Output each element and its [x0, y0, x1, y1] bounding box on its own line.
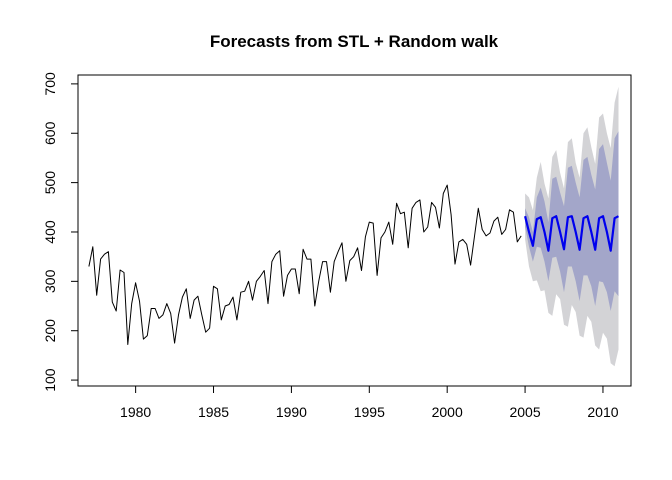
series-lines [88, 184, 620, 345]
x-axis: 1980 1985 1990 1995 2000 2005 2010 [120, 385, 619, 420]
chart-title: Forecasts from STL + Random walk [210, 32, 499, 51]
prediction-intervals [525, 86, 619, 367]
x-tick-label: 2000 [432, 404, 463, 420]
x-tick-label: 1980 [120, 404, 151, 420]
x-tick-label: 1995 [354, 404, 385, 420]
y-tick-label: 400 [42, 220, 58, 244]
interval-band-80 [525, 131, 619, 311]
y-tick-label: 300 [42, 269, 58, 293]
y-tick-label: 700 [42, 72, 58, 96]
x-tick-label: 1985 [198, 404, 229, 420]
x-tick-label: 1990 [276, 404, 307, 420]
historical-series-line [88, 184, 522, 345]
y-tick-label: 500 [42, 171, 58, 195]
y-tick-label: 200 [42, 319, 58, 343]
x-tick-label: 2010 [587, 404, 618, 420]
y-tick-label: 600 [42, 121, 58, 145]
point-forecast-line [524, 215, 620, 252]
y-tick-label: 100 [42, 368, 58, 392]
x-tick-label: 2005 [509, 404, 540, 420]
y-axis: 100 200 300 400 500 600 700 [42, 72, 79, 392]
